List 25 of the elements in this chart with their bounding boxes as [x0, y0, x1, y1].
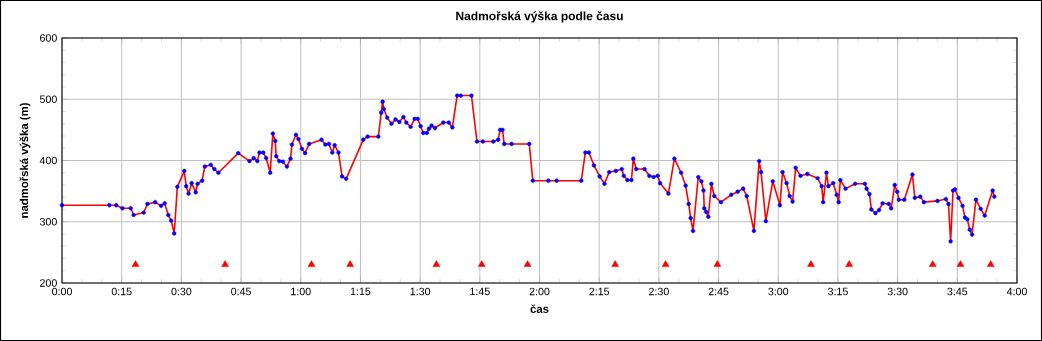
y-axis-title: nadmořská výška (m) — [19, 103, 31, 218]
x-tick-label: 1:00 — [291, 287, 311, 296]
x-tick-label: 2:15 — [589, 287, 610, 296]
x-tick-label: 2:45 — [708, 287, 729, 296]
x-tick-label: 1:30 — [410, 287, 431, 296]
y-tick-label: 200 — [40, 279, 57, 287]
x-tick-label: 0:15 — [111, 287, 132, 296]
chart-title: Nadmořská výška podle času — [456, 11, 623, 23]
x-tick-label: 3:30 — [887, 287, 908, 296]
x-tick-label: 0:30 — [171, 287, 192, 296]
x-tick-label: 2:00 — [529, 287, 550, 296]
y-tick-label: 300 — [39, 217, 57, 226]
x-tick-label: 3:15 — [827, 287, 848, 296]
x-tick-label: 4:00 — [1006, 287, 1027, 296]
x-axis-title: čas — [530, 304, 549, 313]
x-tick-label: 0:45 — [231, 287, 251, 296]
x-tick-label: 3:45 — [947, 287, 968, 296]
y-tick-label: 500 — [39, 95, 57, 104]
x-tick-label: 2:30 — [649, 287, 669, 296]
y-tick-label: 600 — [40, 34, 57, 42]
y-tick-label: 400 — [39, 156, 57, 165]
x-tick-label: 0:00 — [52, 287, 72, 296]
x-tick-label: 1:15 — [350, 287, 371, 296]
x-tick-label: 1:45 — [470, 287, 490, 296]
x-tick-label: 3:00 — [768, 287, 789, 296]
